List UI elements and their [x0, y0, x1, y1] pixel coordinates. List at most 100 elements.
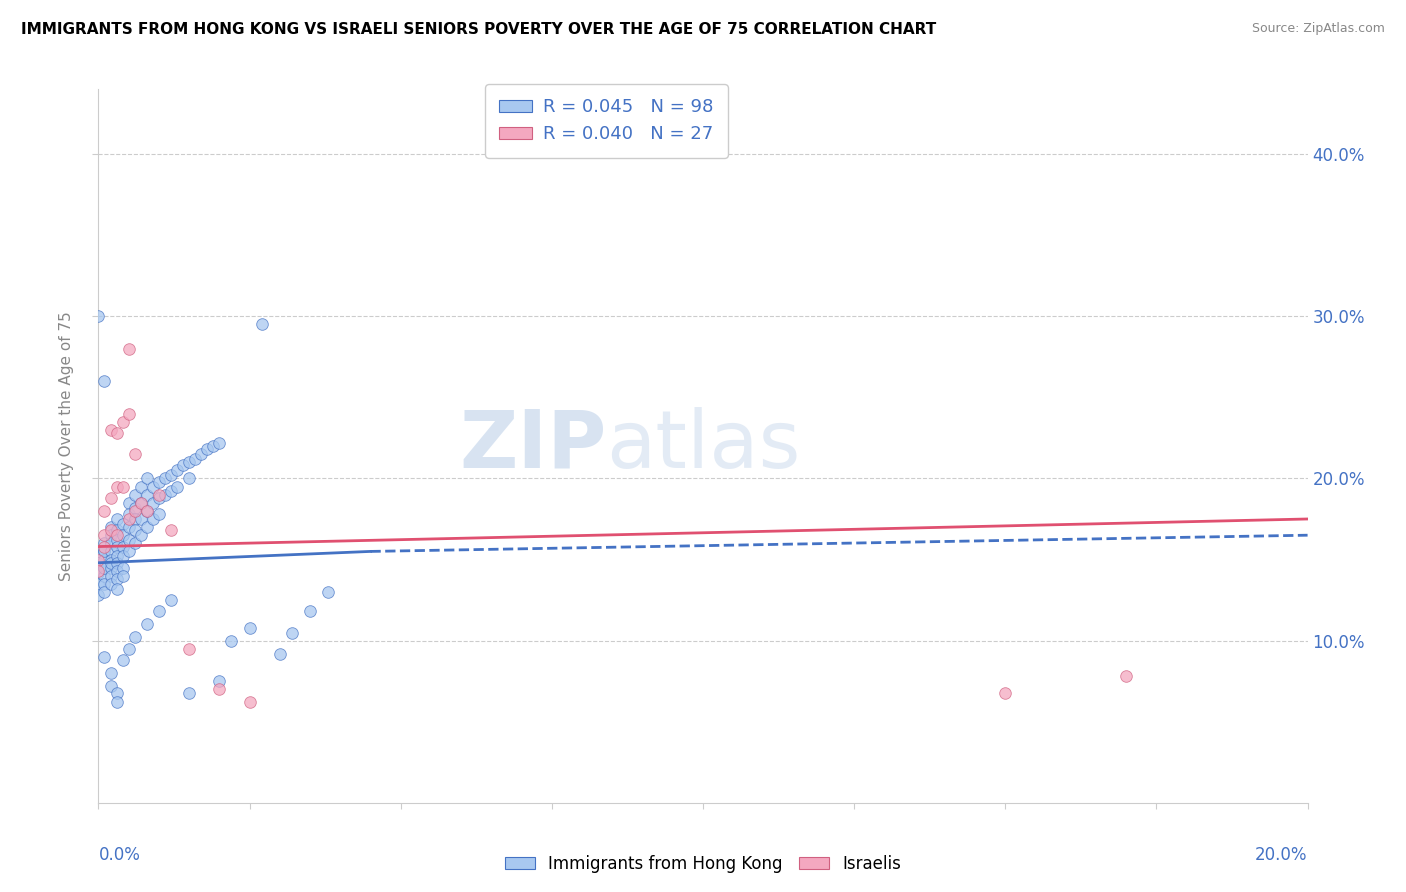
Point — [93, 577, 115, 591]
Text: IMMIGRANTS FROM HONG KONG VS ISRAELI SENIORS POVERTY OVER THE AGE OF 75 CORRELAT: IMMIGRANTS FROM HONG KONG VS ISRAELI SEN… — [21, 22, 936, 37]
Legend: Immigrants from Hong Kong, Israelis: Immigrants from Hong Kong, Israelis — [498, 848, 908, 880]
Text: atlas: atlas — [606, 407, 800, 485]
Point — [118, 533, 141, 547]
Point — [118, 641, 141, 656]
Point — [105, 564, 128, 578]
Point — [105, 479, 128, 493]
Point — [87, 566, 110, 580]
Point — [100, 552, 122, 566]
Point — [208, 682, 231, 697]
Point — [135, 520, 157, 534]
Point — [87, 588, 110, 602]
Point — [100, 544, 122, 558]
Point — [93, 649, 115, 664]
Point — [87, 552, 110, 566]
Point — [179, 455, 201, 469]
Point — [100, 568, 122, 582]
Point — [105, 556, 128, 570]
Point — [93, 374, 115, 388]
Point — [129, 528, 152, 542]
Point — [100, 679, 122, 693]
Point — [129, 479, 152, 493]
Point — [105, 549, 128, 564]
Point — [129, 496, 152, 510]
Point — [111, 540, 134, 554]
Point — [87, 577, 110, 591]
Point — [100, 423, 122, 437]
Point — [118, 507, 141, 521]
Point — [148, 488, 170, 502]
Point — [179, 471, 201, 485]
Point — [148, 491, 170, 505]
Point — [118, 496, 141, 510]
Point — [135, 488, 157, 502]
Point — [160, 468, 183, 483]
Point — [153, 488, 176, 502]
Point — [105, 572, 128, 586]
Point — [129, 496, 152, 510]
Point — [135, 617, 157, 632]
Point — [124, 512, 146, 526]
Point — [142, 496, 165, 510]
Point — [208, 435, 231, 450]
Point — [239, 695, 262, 709]
Point — [124, 447, 146, 461]
Point — [148, 604, 170, 618]
Text: ZIP: ZIP — [458, 407, 606, 485]
Point — [124, 500, 146, 515]
Point — [135, 504, 157, 518]
Point — [994, 685, 1017, 699]
Point — [100, 666, 122, 681]
Point — [135, 504, 157, 518]
Point — [153, 471, 176, 485]
Point — [100, 560, 122, 574]
Point — [111, 516, 134, 531]
Point — [190, 447, 212, 461]
Text: Source: ZipAtlas.com: Source: ZipAtlas.com — [1251, 22, 1385, 36]
Point — [93, 544, 115, 558]
Point — [208, 674, 231, 689]
Point — [100, 528, 122, 542]
Point — [135, 471, 157, 485]
Point — [148, 475, 170, 489]
Point — [111, 549, 134, 564]
Point — [160, 593, 183, 607]
Point — [105, 425, 128, 440]
Point — [160, 484, 183, 499]
Legend: R = 0.045   N = 98, R = 0.040   N = 27: R = 0.045 N = 98, R = 0.040 N = 27 — [485, 84, 727, 158]
Point — [93, 585, 115, 599]
Point — [118, 520, 141, 534]
Point — [93, 560, 115, 574]
Point — [269, 647, 291, 661]
Point — [111, 560, 134, 574]
Point — [87, 310, 110, 324]
Point — [105, 512, 128, 526]
Point — [105, 540, 128, 554]
Point — [1115, 669, 1137, 683]
Point — [195, 442, 218, 457]
Point — [111, 528, 134, 542]
Point — [142, 512, 165, 526]
Point — [179, 685, 201, 699]
Point — [93, 568, 115, 582]
Text: 20.0%: 20.0% — [1256, 846, 1308, 863]
Point — [105, 582, 128, 596]
Point — [118, 407, 141, 421]
Point — [118, 342, 141, 356]
Point — [93, 560, 115, 574]
Point — [100, 520, 122, 534]
Point — [105, 528, 128, 542]
Point — [100, 491, 122, 505]
Point — [93, 504, 115, 518]
Point — [100, 556, 122, 570]
Point — [105, 524, 128, 538]
Point — [93, 540, 115, 554]
Point — [202, 439, 225, 453]
Point — [118, 544, 141, 558]
Point — [221, 633, 243, 648]
Point — [316, 585, 339, 599]
Y-axis label: Seniors Poverty Over the Age of 75: Seniors Poverty Over the Age of 75 — [59, 311, 75, 581]
Point — [160, 524, 183, 538]
Point — [129, 512, 152, 526]
Point — [148, 507, 170, 521]
